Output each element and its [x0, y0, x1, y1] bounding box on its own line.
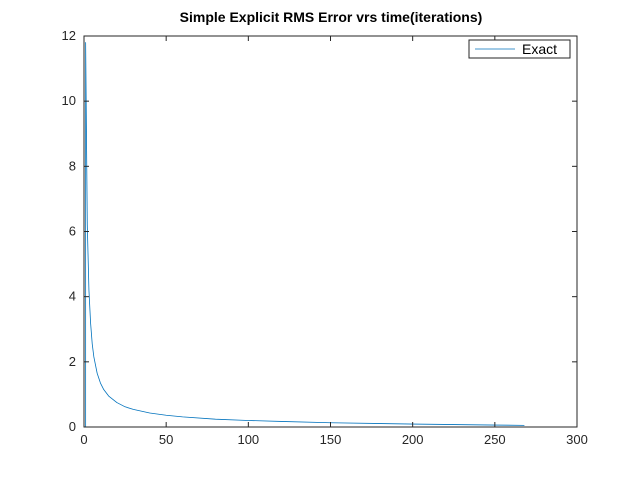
legend-label-exact: Exact	[522, 41, 557, 57]
axes: 0 50 100 150 200 250 300 0 2 4 6 8 10 12	[62, 28, 588, 447]
chart-title: Simple Explicit RMS Error vrs time(itera…	[180, 9, 483, 25]
legend-box	[468, 39, 571, 59]
x-tick-label: 250	[484, 432, 506, 447]
x-tick-label: 50	[159, 432, 173, 447]
y-tick-label: 6	[69, 224, 76, 239]
x-tick-label: 100	[237, 432, 259, 447]
y-tick-label: 8	[69, 158, 76, 173]
y-tick-label: 0	[69, 419, 76, 434]
series-line-exact	[85, 42, 525, 427]
legend: Exact	[468, 39, 571, 59]
y-tick-label: 4	[69, 289, 76, 304]
y-tick-label: 12	[62, 28, 76, 43]
x-tick-label: 150	[320, 432, 342, 447]
y-tick-label: 10	[62, 93, 76, 108]
plot-area	[85, 42, 525, 427]
x-tick-label: 300	[566, 432, 588, 447]
x-tick-label: 200	[402, 432, 424, 447]
x-tick-label: 0	[80, 432, 87, 447]
y-tick-label: 2	[69, 354, 76, 369]
